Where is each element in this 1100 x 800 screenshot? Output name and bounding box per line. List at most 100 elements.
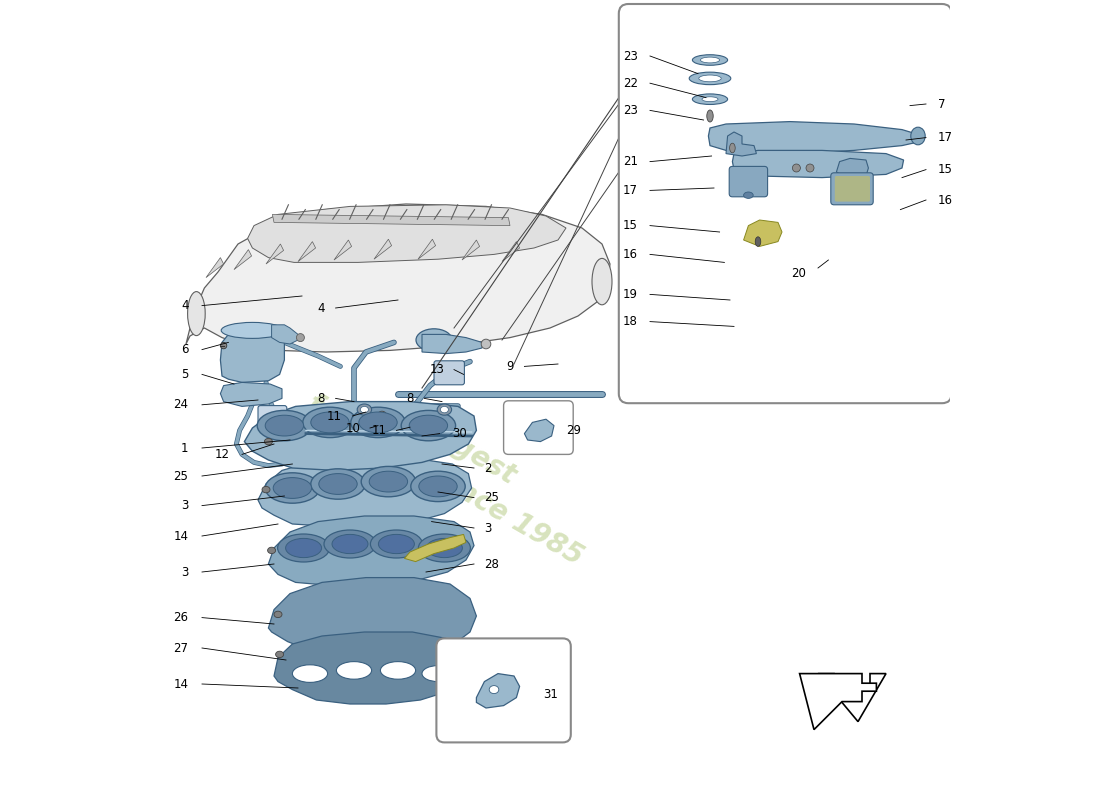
- FancyBboxPatch shape: [504, 401, 573, 454]
- Ellipse shape: [701, 57, 719, 63]
- Ellipse shape: [377, 411, 387, 421]
- Polygon shape: [244, 402, 476, 470]
- Text: 5: 5: [182, 368, 188, 381]
- Ellipse shape: [324, 530, 376, 558]
- Polygon shape: [733, 150, 903, 178]
- Text: 23: 23: [623, 104, 638, 117]
- Ellipse shape: [274, 611, 282, 618]
- Polygon shape: [405, 534, 466, 562]
- Ellipse shape: [264, 438, 273, 445]
- Text: 24: 24: [174, 398, 188, 411]
- Ellipse shape: [286, 538, 321, 558]
- Text: 17: 17: [938, 131, 953, 144]
- Text: 7: 7: [938, 98, 946, 110]
- Text: 14: 14: [174, 530, 188, 542]
- Text: 11: 11: [327, 410, 342, 422]
- Text: 23: 23: [623, 50, 638, 62]
- Text: 25: 25: [484, 491, 499, 504]
- Ellipse shape: [419, 476, 458, 497]
- Polygon shape: [220, 382, 282, 406]
- Text: 19: 19: [623, 288, 638, 301]
- Text: 17: 17: [623, 184, 638, 197]
- Text: 15: 15: [623, 219, 638, 232]
- FancyBboxPatch shape: [619, 4, 952, 403]
- Polygon shape: [266, 244, 284, 264]
- Polygon shape: [818, 674, 886, 722]
- Ellipse shape: [262, 486, 270, 493]
- Ellipse shape: [911, 127, 925, 145]
- Ellipse shape: [381, 662, 416, 679]
- Polygon shape: [418, 239, 436, 259]
- Text: Largest
for parts since 1985: Largest for parts since 1985: [301, 358, 606, 570]
- Ellipse shape: [402, 410, 455, 441]
- Polygon shape: [726, 132, 757, 156]
- Text: 16: 16: [938, 194, 953, 206]
- Ellipse shape: [296, 334, 305, 342]
- Text: 8: 8: [317, 392, 324, 405]
- Text: 22: 22: [623, 77, 638, 90]
- Text: 6: 6: [180, 343, 188, 356]
- Ellipse shape: [422, 666, 454, 682]
- Ellipse shape: [332, 534, 368, 554]
- FancyBboxPatch shape: [835, 176, 870, 202]
- Text: 12: 12: [214, 448, 230, 461]
- Polygon shape: [258, 458, 472, 526]
- Ellipse shape: [220, 342, 227, 349]
- Polygon shape: [298, 242, 316, 262]
- Ellipse shape: [370, 471, 408, 492]
- Ellipse shape: [359, 412, 397, 433]
- Ellipse shape: [267, 547, 276, 554]
- Ellipse shape: [361, 466, 416, 497]
- Ellipse shape: [302, 407, 358, 438]
- Text: 14: 14: [174, 678, 188, 690]
- Text: 25: 25: [174, 470, 188, 482]
- Polygon shape: [374, 239, 392, 259]
- FancyBboxPatch shape: [830, 173, 873, 205]
- Text: 21: 21: [623, 155, 638, 168]
- Polygon shape: [234, 250, 252, 270]
- Ellipse shape: [273, 478, 311, 498]
- Ellipse shape: [481, 339, 491, 349]
- Text: 29: 29: [566, 424, 581, 437]
- Ellipse shape: [361, 406, 368, 413]
- Text: 2: 2: [484, 462, 492, 474]
- Ellipse shape: [744, 192, 754, 198]
- Ellipse shape: [702, 97, 718, 102]
- Polygon shape: [525, 419, 554, 442]
- Polygon shape: [220, 330, 285, 382]
- Text: 10: 10: [345, 422, 361, 434]
- Polygon shape: [206, 258, 223, 278]
- Ellipse shape: [729, 143, 735, 153]
- Text: 4: 4: [180, 299, 188, 312]
- Text: 9: 9: [506, 360, 514, 373]
- Ellipse shape: [371, 530, 422, 558]
- Polygon shape: [273, 214, 510, 226]
- Ellipse shape: [592, 258, 612, 305]
- Ellipse shape: [410, 471, 465, 502]
- Ellipse shape: [311, 412, 349, 433]
- Ellipse shape: [409, 415, 448, 436]
- Polygon shape: [836, 158, 868, 179]
- Ellipse shape: [490, 686, 498, 694]
- Ellipse shape: [378, 534, 415, 554]
- Polygon shape: [744, 220, 782, 246]
- Text: 8: 8: [407, 392, 414, 405]
- Ellipse shape: [351, 407, 405, 438]
- Ellipse shape: [221, 322, 284, 338]
- Polygon shape: [186, 204, 610, 352]
- Polygon shape: [422, 334, 482, 354]
- Polygon shape: [502, 242, 519, 262]
- Polygon shape: [248, 205, 566, 262]
- Text: 4: 4: [317, 302, 324, 314]
- Ellipse shape: [692, 54, 727, 66]
- Polygon shape: [476, 674, 519, 708]
- Ellipse shape: [806, 164, 814, 172]
- Polygon shape: [268, 578, 476, 656]
- Polygon shape: [272, 325, 298, 344]
- Ellipse shape: [188, 292, 206, 336]
- Polygon shape: [462, 240, 480, 260]
- Polygon shape: [268, 516, 474, 586]
- Ellipse shape: [707, 110, 713, 122]
- Text: 1: 1: [180, 442, 188, 454]
- Ellipse shape: [698, 75, 722, 82]
